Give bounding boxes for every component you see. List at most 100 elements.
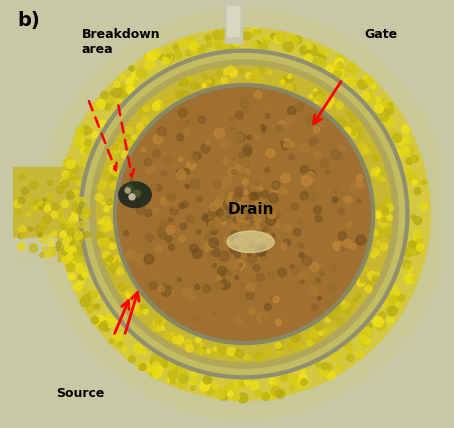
Circle shape xyxy=(249,202,253,206)
Circle shape xyxy=(109,243,116,250)
Circle shape xyxy=(177,134,184,141)
Circle shape xyxy=(249,196,255,202)
Circle shape xyxy=(276,389,285,398)
Circle shape xyxy=(134,191,143,199)
Circle shape xyxy=(219,30,230,40)
Circle shape xyxy=(259,254,263,259)
Circle shape xyxy=(370,83,376,89)
Circle shape xyxy=(325,363,332,371)
Circle shape xyxy=(168,370,178,379)
Circle shape xyxy=(357,199,361,202)
Circle shape xyxy=(214,181,222,189)
Circle shape xyxy=(250,381,259,389)
Circle shape xyxy=(216,276,221,280)
Circle shape xyxy=(136,254,145,264)
Circle shape xyxy=(375,104,384,113)
Circle shape xyxy=(224,210,229,215)
Circle shape xyxy=(120,74,125,79)
Circle shape xyxy=(246,73,251,78)
Circle shape xyxy=(84,54,405,374)
Circle shape xyxy=(94,315,104,325)
Circle shape xyxy=(45,206,50,212)
Circle shape xyxy=(251,212,256,217)
Circle shape xyxy=(259,44,267,51)
Circle shape xyxy=(177,170,186,179)
Circle shape xyxy=(256,390,262,397)
Circle shape xyxy=(19,233,24,239)
Circle shape xyxy=(238,214,245,220)
Circle shape xyxy=(227,276,232,282)
Circle shape xyxy=(257,30,262,34)
Circle shape xyxy=(360,330,369,339)
Circle shape xyxy=(153,166,158,170)
Circle shape xyxy=(240,68,244,73)
Circle shape xyxy=(107,199,113,205)
Text: Source: Source xyxy=(56,387,104,400)
Circle shape xyxy=(220,284,224,287)
Circle shape xyxy=(239,382,243,386)
Circle shape xyxy=(329,62,338,71)
Circle shape xyxy=(338,232,346,240)
Circle shape xyxy=(378,218,386,226)
Circle shape xyxy=(143,117,148,123)
Circle shape xyxy=(301,379,307,385)
Circle shape xyxy=(232,394,240,401)
Circle shape xyxy=(113,147,119,153)
Circle shape xyxy=(160,197,169,206)
Circle shape xyxy=(118,88,370,340)
Circle shape xyxy=(350,244,356,250)
Circle shape xyxy=(343,306,351,314)
Circle shape xyxy=(82,206,90,214)
Circle shape xyxy=(340,69,348,76)
Circle shape xyxy=(137,207,145,214)
Circle shape xyxy=(256,197,264,206)
Circle shape xyxy=(216,209,223,217)
Circle shape xyxy=(175,336,184,344)
Circle shape xyxy=(92,102,100,110)
Circle shape xyxy=(157,127,167,136)
Circle shape xyxy=(233,381,238,387)
Circle shape xyxy=(302,256,312,266)
Circle shape xyxy=(281,80,285,83)
Circle shape xyxy=(262,38,268,43)
Circle shape xyxy=(69,253,79,264)
Circle shape xyxy=(79,49,409,379)
Circle shape xyxy=(395,291,400,295)
Circle shape xyxy=(140,305,147,312)
Circle shape xyxy=(212,78,219,84)
Circle shape xyxy=(56,241,61,246)
Circle shape xyxy=(265,40,270,45)
Circle shape xyxy=(238,210,248,220)
Circle shape xyxy=(127,86,134,94)
Bar xyxy=(13,238,56,261)
Circle shape xyxy=(61,220,71,229)
Circle shape xyxy=(142,191,147,197)
Circle shape xyxy=(219,212,228,221)
Circle shape xyxy=(202,215,208,221)
Circle shape xyxy=(234,316,242,324)
Circle shape xyxy=(150,359,156,364)
Circle shape xyxy=(153,103,158,109)
Circle shape xyxy=(92,131,98,138)
Circle shape xyxy=(318,92,324,98)
Circle shape xyxy=(215,389,225,399)
Circle shape xyxy=(246,211,256,220)
Circle shape xyxy=(104,238,109,244)
Circle shape xyxy=(406,159,412,165)
Circle shape xyxy=(316,278,321,282)
Circle shape xyxy=(266,149,275,158)
Circle shape xyxy=(343,196,348,202)
Circle shape xyxy=(331,149,341,159)
Circle shape xyxy=(206,34,215,43)
Circle shape xyxy=(113,332,122,342)
Circle shape xyxy=(362,94,367,99)
Circle shape xyxy=(164,54,172,62)
Circle shape xyxy=(242,210,249,217)
Circle shape xyxy=(35,204,39,208)
Circle shape xyxy=(235,353,241,358)
Circle shape xyxy=(170,335,176,341)
Circle shape xyxy=(414,217,422,225)
Circle shape xyxy=(123,283,127,287)
Circle shape xyxy=(247,252,252,256)
Circle shape xyxy=(230,116,233,120)
